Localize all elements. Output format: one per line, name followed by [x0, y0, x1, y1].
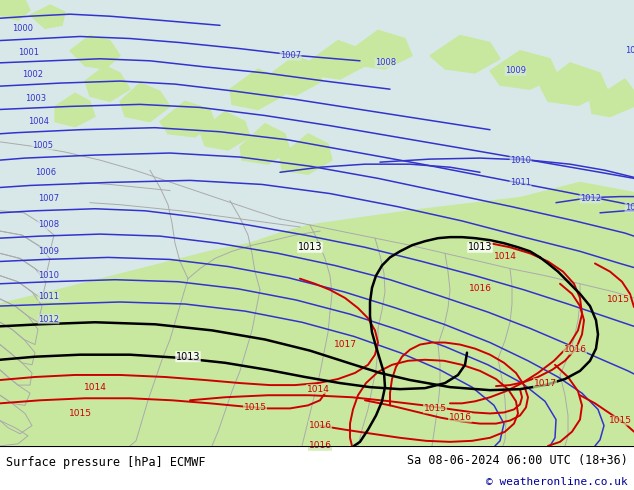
Text: 1016: 1016: [469, 284, 491, 294]
Text: 1004: 1004: [28, 117, 49, 126]
Text: 1007: 1007: [38, 194, 59, 203]
Text: 1017: 1017: [533, 379, 557, 388]
Text: 1015: 1015: [424, 404, 446, 413]
Text: 1015: 1015: [607, 295, 630, 304]
Text: 1011: 1011: [38, 293, 59, 301]
Polygon shape: [350, 30, 412, 69]
Text: 1006: 1006: [35, 168, 56, 177]
Text: 1009: 1009: [38, 247, 59, 256]
Text: 1013: 1013: [468, 242, 492, 252]
Text: 1009: 1009: [625, 46, 634, 55]
Text: 1015: 1015: [609, 416, 631, 425]
Polygon shape: [55, 93, 95, 127]
Polygon shape: [540, 63, 608, 105]
Text: 1013: 1013: [176, 352, 200, 362]
Text: 1016: 1016: [309, 441, 332, 450]
Text: 1001: 1001: [18, 48, 39, 57]
Text: 1015: 1015: [243, 403, 266, 412]
Polygon shape: [0, 0, 30, 20]
Text: 1014: 1014: [493, 252, 517, 261]
Text: 1016: 1016: [564, 345, 586, 354]
Text: 1012: 1012: [38, 315, 59, 324]
Text: 1015: 1015: [68, 409, 91, 418]
Text: 1000: 1000: [12, 24, 33, 33]
Polygon shape: [85, 66, 130, 101]
Text: 1008: 1008: [375, 58, 396, 67]
Text: Sa 08-06-2024 06:00 UTC (18+36): Sa 08-06-2024 06:00 UTC (18+36): [407, 454, 628, 466]
Polygon shape: [200, 112, 250, 150]
Text: 1005: 1005: [32, 142, 53, 150]
Text: 1010: 1010: [38, 271, 59, 280]
Polygon shape: [280, 134, 332, 174]
Text: 1013: 1013: [298, 242, 322, 252]
Text: 1010: 1010: [510, 156, 531, 165]
Text: 1012: 1012: [625, 203, 634, 212]
Polygon shape: [160, 101, 215, 137]
Text: Surface pressure [hPa] ECMWF: Surface pressure [hPa] ECMWF: [6, 456, 206, 469]
Polygon shape: [230, 69, 284, 109]
Polygon shape: [310, 41, 365, 79]
Polygon shape: [240, 123, 290, 164]
Text: 1003: 1003: [25, 94, 46, 103]
Polygon shape: [490, 50, 558, 89]
Text: 1008: 1008: [38, 220, 59, 229]
Text: © weatheronline.co.uk: © weatheronline.co.uk: [486, 477, 628, 487]
Text: 1007: 1007: [280, 51, 301, 60]
Polygon shape: [430, 35, 500, 73]
Text: 1012: 1012: [580, 194, 601, 203]
Text: 1017: 1017: [333, 340, 356, 349]
Text: 1011: 1011: [510, 178, 531, 187]
Text: 1014: 1014: [307, 385, 330, 393]
Text: 1002: 1002: [22, 71, 43, 79]
Text: 1014: 1014: [84, 383, 107, 392]
Polygon shape: [30, 5, 65, 28]
Text: 1016: 1016: [448, 413, 472, 422]
Polygon shape: [120, 83, 170, 122]
Polygon shape: [70, 35, 120, 69]
Text: 1009: 1009: [505, 67, 526, 75]
Polygon shape: [268, 56, 322, 95]
Text: 1016: 1016: [309, 421, 332, 430]
Polygon shape: [590, 79, 634, 117]
Polygon shape: [0, 182, 634, 446]
